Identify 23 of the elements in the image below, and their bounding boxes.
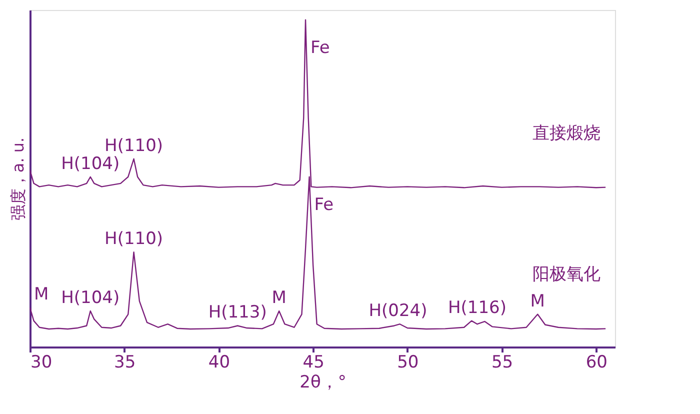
x-tick-label: 45	[302, 352, 324, 372]
annotation: M	[272, 288, 286, 308]
annotation: H(110)	[104, 229, 164, 250]
x-tick-label: 40	[208, 352, 230, 372]
x-tick-label: 30	[30, 352, 52, 372]
annotation: H(113)	[208, 302, 267, 323]
y-axis-title: 强度，a. u.	[8, 137, 28, 221]
x-tick-label: 35	[114, 352, 136, 372]
annotation: M	[530, 291, 545, 312]
text: 直接煅烧	[532, 123, 601, 144]
annotation: H(116)	[448, 298, 506, 318]
annotation: Fe	[314, 194, 334, 215]
annotation: H(110)	[104, 136, 164, 156]
x-axis-title: 2θ，°	[300, 372, 346, 392]
series-label: 阳极氧化	[532, 264, 601, 285]
x-tick-label: 60	[586, 352, 608, 372]
annotation: H(104)	[61, 154, 120, 174]
annotation: M	[34, 284, 49, 305]
annotation: H(104)	[61, 288, 120, 308]
annotation: H(024)	[368, 301, 428, 322]
annotation: Fe	[310, 38, 330, 58]
x-tick-label: 55	[491, 352, 514, 372]
x-tick-label: 50	[397, 352, 419, 372]
